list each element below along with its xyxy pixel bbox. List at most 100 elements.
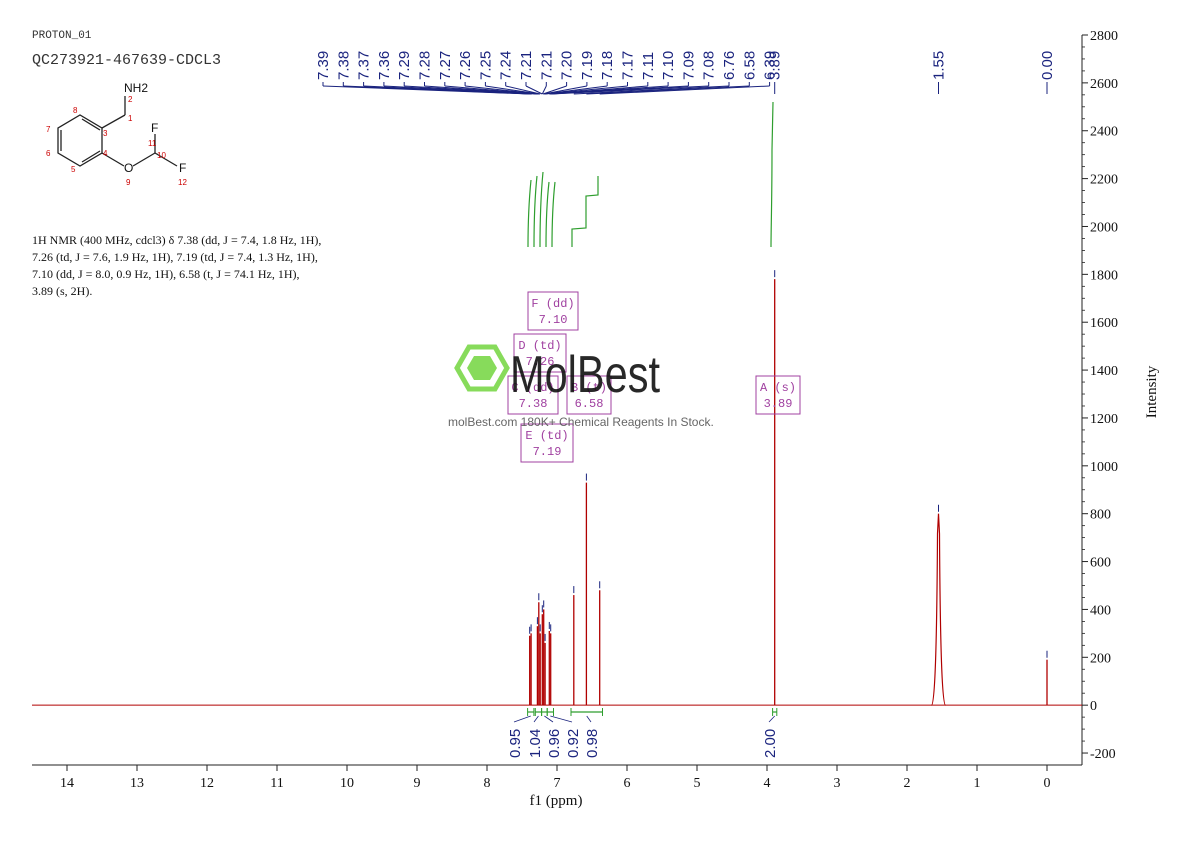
multiplet-frame — [755, 375, 801, 415]
peak-label: 7.08 — [551, 51, 718, 95]
x-tick-label: 10 — [340, 776, 354, 791]
atom-f-top: F — [151, 121, 158, 135]
multiplet-shift: 7.10 — [539, 313, 568, 327]
x-tick-label: 14 — [60, 776, 74, 791]
y-tick-label: 2200 — [1090, 173, 1118, 188]
peak-label-text: 7.19 — [579, 51, 596, 80]
y-tick-label: 1000 — [1090, 460, 1118, 475]
multiplet-shift: 6.58 — [575, 397, 604, 411]
peak-label-text: 3.89 — [767, 51, 784, 80]
integral-curve — [527, 179, 532, 248]
y-tick-label: 400 — [1090, 603, 1111, 618]
integral-curve — [539, 171, 544, 248]
x-tick-label: 2 — [904, 776, 911, 791]
x-tick-label: 13 — [130, 776, 144, 791]
atom-number: 9 — [126, 178, 131, 187]
peak-label-text: 1.55 — [931, 51, 948, 80]
experiment-name: PROTON_01 — [32, 30, 92, 42]
peak-labels: 7.39 7.38 7.37 7.36 7.29 7.28 7.27 7.26 7.25 7.24… — [315, 51, 1056, 95]
integral-curve — [545, 181, 550, 248]
peak-label-text: 7.09 — [680, 51, 697, 80]
y-tick-label: 2400 — [1090, 125, 1118, 140]
y-axis-label: Intensity — [1144, 365, 1160, 418]
peak-label-text: 7.25 — [477, 51, 494, 80]
multiplet-frame — [513, 333, 567, 373]
peak-label: 7.24 — [498, 51, 541, 95]
integral-leader — [586, 715, 592, 723]
y-tick-label: -200 — [1090, 747, 1116, 762]
integral-curve — [571, 176, 599, 247]
peak-label-leader — [465, 85, 539, 95]
multiplet-box: C (dd) 7.38 — [507, 375, 559, 415]
integral-bar: 0.96 — [541, 708, 563, 758]
integral-leader — [550, 715, 573, 723]
integral-value: 1.04 — [527, 729, 544, 758]
peak-label-leader — [599, 85, 770, 95]
integral-value: 0.96 — [546, 729, 563, 758]
peak-label: 3.89 — [767, 51, 784, 94]
x-tick-label: 1 — [974, 776, 981, 791]
peak-label-text: 7.21 — [518, 51, 535, 80]
atom-numbers: 1 2 3 4 5 6 7 8 9 10 11 12 — [46, 95, 187, 187]
integral-value: 0.92 — [565, 729, 582, 758]
y-tick-label: 2800 — [1090, 29, 1118, 44]
peak-label-leader — [543, 85, 587, 95]
atom-number: 6 — [46, 149, 51, 158]
multiplet-shift: 3.89 — [764, 397, 793, 411]
integral-bar: 2.00 — [762, 708, 779, 758]
peak-label-text: 7.39 — [315, 51, 332, 80]
peak-label-leader — [542, 85, 567, 95]
integral-value: 0.95 — [507, 729, 524, 758]
atom-number: 2 — [128, 95, 133, 104]
multiplet-shift: 7.19 — [533, 445, 562, 459]
atom-number: 11 — [148, 139, 157, 148]
peak-label-text: 6.58 — [741, 51, 758, 80]
x-tick-label: 12 — [200, 776, 214, 791]
integral-curves — [527, 101, 774, 248]
multiplet-frame — [507, 375, 559, 415]
integral-bars: 0.95 1.04 0.96 0.92 0.98 2.00 — [507, 708, 779, 758]
integral-value: 0.98 — [584, 729, 601, 758]
x-tick-label: 8 — [484, 776, 491, 791]
multiplet-frame — [520, 423, 574, 463]
atom-o: O — [124, 161, 133, 175]
atom-nh2: NH2 — [124, 81, 148, 95]
multiplet-frame — [566, 375, 612, 415]
y-tick-label: 1800 — [1090, 268, 1118, 283]
y-tick-label: 600 — [1090, 556, 1111, 571]
peak-label-text: 7.21 — [538, 51, 555, 80]
multiplet-type: C (dd) — [511, 381, 554, 395]
multiplet-box: F (dd) 7.10 — [527, 291, 579, 331]
peak-label: 6.76 — [573, 51, 738, 95]
peak-label-text: 7.37 — [356, 51, 373, 80]
x-tick-label: 6 — [624, 776, 631, 791]
peak-label-text: 7.26 — [457, 51, 474, 80]
atom-number: 5 — [71, 165, 76, 174]
multiplet-box: E (td) 7.19 — [520, 423, 574, 463]
y-tick-label: 200 — [1090, 651, 1111, 666]
molecule-structure: NH2 F F O 1 2 3 4 5 6 7 8 9 10 11 12 — [46, 81, 187, 187]
x-tick-label: 11 — [270, 776, 283, 791]
multiplet-type: E (td) — [525, 429, 568, 443]
y-tick-label: 800 — [1090, 508, 1111, 523]
peak-label: 7.26 — [457, 51, 539, 95]
sample-id: QC273921-467639-CDCL3 — [32, 52, 222, 69]
x-axis-label: f1 (ppm) — [530, 793, 583, 809]
multiplet-boxes: F (dd)7.10D (td)7.26C (dd)7.38B (t)6.58E… — [507, 291, 801, 463]
peak-label-text: 7.17 — [620, 51, 637, 80]
integral-bar: 0.92 — [546, 708, 582, 758]
atom-number: 10 — [157, 151, 166, 160]
multiplet-frame — [527, 291, 579, 331]
integral-value: 2.00 — [762, 729, 779, 758]
y-tick-label: 1600 — [1090, 316, 1118, 331]
x-tick-label: 9 — [414, 776, 421, 791]
x-tick-label: 0 — [1044, 776, 1051, 791]
atom-number: 3 — [103, 129, 108, 138]
peak-label: 6.58 — [586, 51, 758, 95]
peak-label-text: 7.28 — [417, 51, 434, 80]
multiplet-box: B (t) 6.58 — [566, 375, 612, 415]
y-tick-label: 0 — [1090, 699, 1097, 714]
chart-axes: 14 13 12 11 10 9 8 7 6 5 4 3 2 1 0-2000200400600800100… — [32, 29, 1118, 791]
integral-bar: 1.04 — [527, 708, 544, 758]
